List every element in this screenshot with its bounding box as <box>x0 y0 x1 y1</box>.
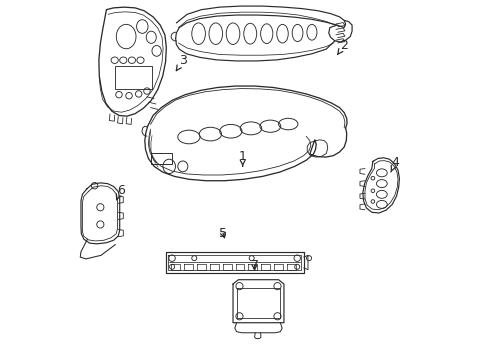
Bar <box>114 66 152 89</box>
Bar <box>151 153 171 164</box>
Text: 5: 5 <box>219 226 226 239</box>
Text: 4: 4 <box>390 156 398 172</box>
Text: 1: 1 <box>238 150 246 166</box>
Text: 2: 2 <box>337 39 347 55</box>
Text: 7: 7 <box>250 259 258 272</box>
Text: 6: 6 <box>116 184 124 200</box>
Text: 3: 3 <box>176 54 186 71</box>
